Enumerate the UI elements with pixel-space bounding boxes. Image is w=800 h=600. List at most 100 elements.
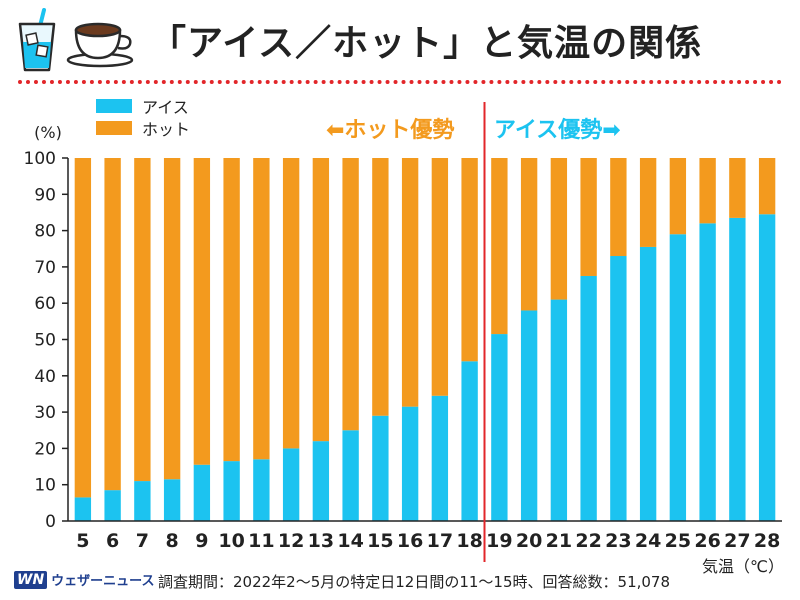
- y-tick-label-80: 80: [34, 222, 56, 242]
- bar-hot-26: [699, 158, 716, 224]
- bar-ice-18: [461, 361, 478, 521]
- x-tick-label-25: 25: [665, 530, 691, 552]
- bar-hot-8: [163, 158, 181, 480]
- bar-hot-18: [461, 158, 478, 362]
- bar-hot-15: [372, 158, 389, 416]
- legend-item-ice: アイス: [96, 95, 190, 117]
- bar-ice-7: [134, 481, 151, 521]
- bar-ice-12: [282, 448, 300, 521]
- bar-ice-24: [639, 246, 657, 521]
- x-tick-label-21: 21: [546, 530, 572, 552]
- y-tick-label-60: 60: [34, 294, 56, 314]
- bar-ice-27: [729, 217, 746, 521]
- bar-hot-22: [580, 158, 597, 276]
- x-axis-label: 気温（℃）: [702, 557, 784, 576]
- bar-hot-24: [639, 158, 657, 247]
- x-tick-label-5: 5: [76, 530, 89, 552]
- legend-label-hot: ホット: [142, 120, 191, 139]
- bar-ice-15: [372, 415, 389, 521]
- x-tick-label-9: 9: [195, 530, 208, 552]
- x-tick-label-13: 13: [308, 530, 334, 552]
- ice-dominant-annotation: アイス優勢➡: [494, 118, 621, 143]
- bar-hot-28: [758, 158, 776, 215]
- y-tick-label-20: 20: [34, 439, 56, 459]
- y-axis: 0 10 20 30 40 50 60 70 80 90 100: [24, 149, 69, 532]
- x-tick-label-20: 20: [516, 530, 542, 552]
- x-tick-label-17: 17: [427, 530, 453, 552]
- y-tick-label-70: 70: [34, 258, 56, 278]
- legend-label-ice: アイス: [142, 98, 189, 117]
- y-tick-label-0: 0: [45, 512, 56, 532]
- legend-item-hot: ホット: [96, 117, 190, 139]
- y-axis-label: (%): [34, 123, 62, 142]
- logo-text: ウェザーニュース: [51, 574, 155, 589]
- bar-ice-10: [223, 461, 240, 521]
- y-tick-label-100: 100: [24, 149, 56, 169]
- y-tick-label-90: 90: [34, 185, 56, 205]
- x-tick-label-6: 6: [106, 530, 119, 552]
- x-tick-label-7: 7: [136, 530, 149, 552]
- bar-ice-26: [699, 223, 716, 521]
- bar-ice-21: [550, 299, 568, 521]
- x-tick-label-22: 22: [575, 530, 601, 552]
- x-tick-label-12: 12: [278, 530, 304, 552]
- bar-ice-22: [580, 275, 597, 521]
- legend-swatch-hot: [96, 121, 132, 135]
- bar-hot-23: [610, 158, 627, 257]
- bar-hot-16: [401, 158, 419, 407]
- dotted-divider: [18, 80, 782, 84]
- bar-ice-13: [312, 441, 330, 521]
- x-tick-label-16: 16: [397, 530, 423, 552]
- bar-ice-25: [669, 234, 687, 522]
- bar-ice-8: [163, 479, 181, 521]
- bar-hot-11: [253, 158, 270, 460]
- x-axis: 5 6 7 8 9 10 11 12 13 14 15 16 17 18 19 20 21 22 23 24 25 26 2…: [68, 102, 782, 562]
- y-tick-label-40: 40: [34, 367, 56, 387]
- weathernews-logo: WN ウェザーニュース: [14, 570, 155, 589]
- header: 「アイス／ホット」と気温の関係: [0, 0, 800, 84]
- bar-ice-17: [431, 395, 449, 521]
- bar-hot-25: [669, 158, 687, 235]
- bar-ice-5: [74, 497, 92, 521]
- bar-hot-20: [520, 158, 538, 311]
- bar-ice-14: [342, 430, 359, 521]
- x-tick-label-26: 26: [694, 530, 720, 552]
- bar-ice-16: [401, 406, 419, 521]
- bar-hot-17: [431, 158, 449, 396]
- x-tick-label-24: 24: [635, 530, 661, 552]
- x-tick-label-18: 18: [456, 530, 482, 552]
- bar-ice-19: [491, 334, 508, 521]
- bar-ice-23: [610, 256, 627, 521]
- x-tick-label-10: 10: [218, 530, 244, 552]
- x-tick-label-28: 28: [754, 530, 780, 552]
- x-tick-label-11: 11: [248, 530, 274, 552]
- bar-hot-10: [223, 158, 240, 462]
- bar-hot-6: [104, 158, 121, 491]
- x-tick-label-15: 15: [367, 530, 393, 552]
- legend: アイス ホット: [96, 95, 190, 139]
- chart-title: 「アイス／ホット」と気温の関係: [150, 23, 703, 64]
- bar-hot-14: [342, 158, 359, 431]
- bar-ice-11: [253, 459, 270, 521]
- x-tick-label-23: 23: [605, 530, 631, 552]
- hot-dominant-annotation: ⬅ホット優勢: [326, 118, 455, 143]
- bar-hot-7: [134, 158, 151, 482]
- bar-hot-21: [550, 158, 568, 300]
- bar-hot-5: [74, 158, 92, 498]
- legend-swatch-ice: [96, 99, 132, 113]
- bar-hot-9: [193, 158, 211, 465]
- x-tick-label-27: 27: [724, 530, 750, 552]
- hot-coffee-cup-icon: [66, 22, 134, 68]
- y-tick-label-50: 50: [34, 331, 56, 351]
- y-tick-label-10: 10: [34, 476, 56, 496]
- bar-ice-6: [104, 490, 121, 521]
- bar-ice-20: [520, 310, 538, 521]
- bar-hot-12: [282, 158, 300, 449]
- x-tick-label-19: 19: [486, 530, 512, 552]
- bar-ice-28: [758, 214, 776, 521]
- iced-drink-icon: [18, 8, 56, 72]
- x-tick-label-14: 14: [337, 530, 363, 552]
- logo-mark: WN: [14, 570, 48, 589]
- bar-ice-9: [193, 464, 211, 521]
